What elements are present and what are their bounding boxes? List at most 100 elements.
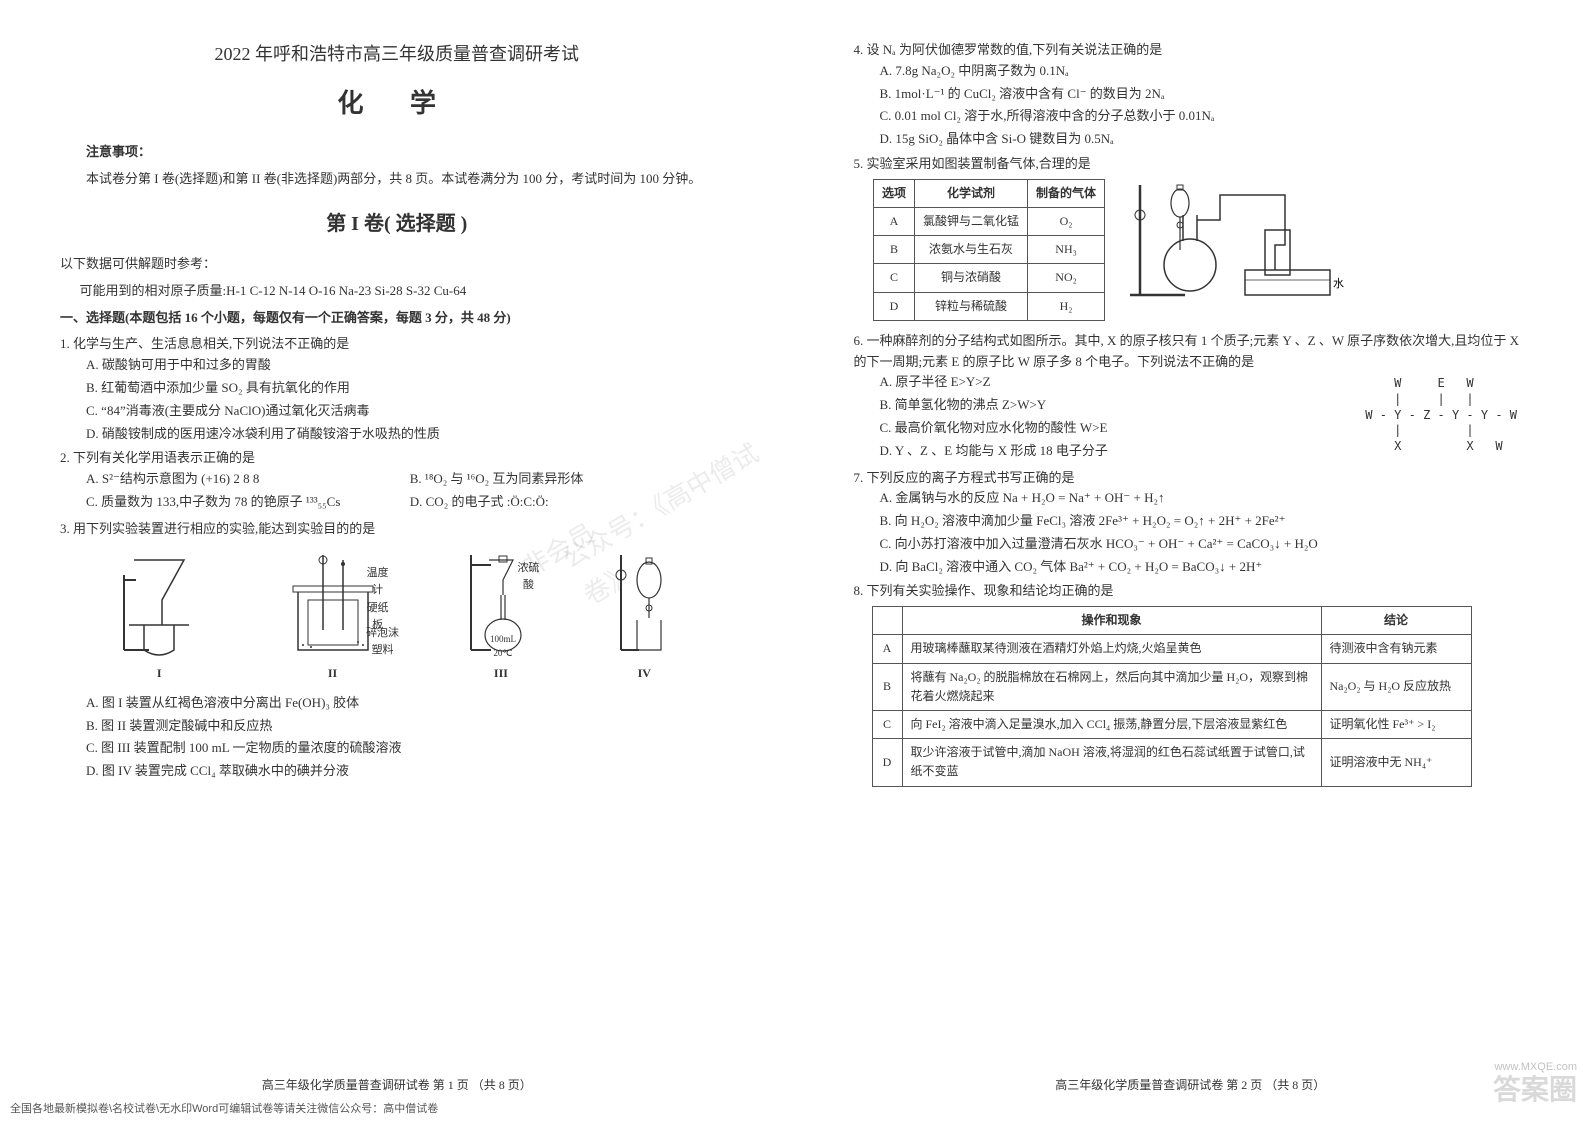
question-4: 4. 设 Nₐ 为阿伏伽德罗常数的值,下列有关说法正确的是 A. 7.8g Na… xyxy=(854,40,1528,150)
q5-r3c0: D xyxy=(874,292,915,320)
watermark-corner: 答案圈 xyxy=(1493,1068,1577,1113)
gas-generator-icon: 水 xyxy=(1125,175,1345,305)
q8-r3c0: D xyxy=(872,739,902,786)
apparatus-3: 浓硫酸 100mL 20℃ III xyxy=(461,550,541,683)
q5-r0c0: A xyxy=(874,207,915,235)
q8-th-0 xyxy=(872,607,902,635)
q5-r2c0: C xyxy=(874,264,915,292)
q8-r3c1: 取少许溶液于试管中,滴加 NaOH 溶液,将湿润的红色石蕊试纸置于试管口,试纸不… xyxy=(902,739,1321,786)
q3-opt-a: A. 图 I 装置从红褐色溶液中分离出 Fe(OH)₃ 胶体 xyxy=(86,693,734,714)
page-1: 2022 年呼和浩特市高三年级质量普查调研考试 化 学 注意事项： 本试卷分第 … xyxy=(0,0,794,1123)
water-label: 水 xyxy=(1333,277,1344,290)
q8-r0c0: A xyxy=(872,635,902,663)
apparatus-2: 温度计 硬纸板 碎泡沫塑料 II xyxy=(273,550,393,683)
q1-opt-a: A. 碳酸钠可用于中和过多的胃酸 xyxy=(86,355,734,376)
q8-r1c0: B xyxy=(872,663,902,710)
exam-title: 2022 年呼和浩特市高三年级质量普查调研考试 xyxy=(60,40,734,69)
apparatus-4: IV xyxy=(609,550,679,683)
q3-opt-d: D. 图 IV 装置完成 CCl₄ 萃取碘水中的碘并分液 xyxy=(86,761,734,782)
funnel-icon xyxy=(114,550,204,660)
q8-r0c1: 用玻璃棒蘸取某待测液在酒精灯外焰上灼烧,火焰呈黄色 xyxy=(902,635,1321,663)
apparatus-3-label: III xyxy=(461,664,541,683)
q4-opt-c: C. 0.01 mol Cl₂ 溶于水,所得溶液中含的分子总数小于 0.01Nₐ xyxy=(880,106,1528,127)
q5-r0c2: O₂ xyxy=(1028,207,1105,235)
question-7: 7. 下列反应的离子方程式书写正确的是 A. 金属钠与水的反应 Na + H₂O… xyxy=(854,468,1528,578)
notice-header: 注意事项： xyxy=(60,142,734,163)
section-1-title: 第 I 卷( 选择题 ) xyxy=(60,208,734,240)
q8-r2c0: C xyxy=(872,711,902,739)
q7-opt-b: B. 向 H₂O₂ 溶液中滴加少量 FeCl₃ 溶液 2Fe³⁺ + H₂O₂ … xyxy=(880,511,1528,532)
q8-r1c1: 将蘸有 Na₂O₂ 的脱脂棉放在石棉网上，然后向其中滴加少量 H₂O，观察到棉花… xyxy=(902,663,1321,710)
q3-diagrams: I 温度计 xyxy=(80,550,714,683)
mcq-instruction: 一、选择题(本题包括 16 个小题，每题仅有一个正确答案，每题 3 分，共 48… xyxy=(60,308,734,329)
q6-stem: 6. 一种麻醉剂的分子结构式如图所示。其中, X 的原子核只有 1 个质子;元素… xyxy=(854,331,1528,373)
q8-r3c2: 证明溶液中无 NH₄⁺ xyxy=(1321,739,1471,786)
thermo-label: 温度计 xyxy=(363,565,393,600)
q5-r1c0: B xyxy=(874,236,915,264)
q5-th-1: 化学试剂 xyxy=(915,179,1028,207)
foam-label: 碎泡沫塑料 xyxy=(363,625,403,660)
q8-r2c2: 证明氧化性 Fe³⁺ > I₂ xyxy=(1321,711,1471,739)
q1-stem: 1. 化学与生产、生活息息相关,下列说法不正确的是 xyxy=(60,334,734,355)
question-1: 1. 化学与生产、生活息息相关,下列说法不正确的是 A. 碳酸钠可用于中和过多的… xyxy=(60,334,734,444)
q8-th-1: 操作和现象 xyxy=(902,607,1321,635)
question-5: 5. 实验室采用如图装置制备气体,合理的是 选项 化学试剂 制备的气体 A氯酸钾… xyxy=(854,154,1528,327)
question-3: 3. 用下列实验装置进行相应的实验,能达到实验目的的是 I xyxy=(60,519,734,782)
q8-stem: 8. 下列有关实验操作、现象和结论均正确的是 xyxy=(854,581,1528,602)
flask-label: 100mL 20℃ xyxy=(483,632,523,661)
apparatus-2-label: II xyxy=(273,664,393,683)
atomic-mass: 可能用到的相对原子质量:H-1 C-12 N-14 O-16 Na-23 Si-… xyxy=(60,281,734,302)
q5-r1c1: 浓氨水与生石灰 xyxy=(915,236,1028,264)
q5-table: 选项 化学试剂 制备的气体 A氯酸钾与二氧化锰O₂ B浓氨水与生石灰NH₃ C铜… xyxy=(873,179,1105,321)
apparatus-1: I xyxy=(114,550,204,683)
q5-r2c1: 铜与浓硝酸 xyxy=(915,264,1028,292)
q2-opt-d: D. CO₂ 的电子式 :Ö:C:Ö: xyxy=(410,492,734,513)
q2-opt-c: C. 质量数为 133,中子数为 78 的铯原子 ¹³³₅₅Cs xyxy=(86,492,410,513)
q5-r1c2: NH₃ xyxy=(1028,236,1105,264)
q8-r0c2: 待测液中含有钠元素 xyxy=(1321,635,1471,663)
q2-stem: 2. 下列有关化学用语表示正确的是 xyxy=(60,448,734,469)
q1-opt-b: B. 红葡萄酒中添加少量 SO₂ 具有抗氧化的作用 xyxy=(86,378,734,399)
q1-opt-d: D. 硝酸铵制成的医用速冷冰袋利用了硝酸铵溶于水吸热的性质 xyxy=(86,424,734,445)
subject-header: 化 学 xyxy=(60,83,734,125)
q5-stem: 5. 实验室采用如图装置制备气体,合理的是 xyxy=(854,154,1528,175)
footer-page-2: 高三年级化学质量普查调研试卷 第 2 页 （共 8 页） xyxy=(794,1076,1587,1095)
q4-opt-d: D. 15g SiO₂ 晶体中含 Si-O 键数目为 0.5Nₐ xyxy=(880,129,1528,150)
q3-opt-c: C. 图 III 装置配制 100 mL 一定物质的量浓度的硫酸溶液 xyxy=(86,738,734,759)
q3-stem: 3. 用下列实验装置进行相应的实验,能达到实验目的的是 xyxy=(60,519,734,540)
q5-r2c2: NO₂ xyxy=(1028,264,1105,292)
q1-opt-c: C. “84”消毒液(主要成分 NaClO)通过氧化灭活病毒 xyxy=(86,401,734,422)
q7-opt-c: C. 向小苏打溶液中加入过量澄清石灰水 HCO₃⁻ + OH⁻ + Ca²⁺ =… xyxy=(880,534,1528,555)
q7-stem: 7. 下列反应的离子方程式书写正确的是 xyxy=(854,468,1528,489)
q5-th-0: 选项 xyxy=(874,179,915,207)
question-8: 8. 下列有关实验操作、现象和结论均正确的是 操作和现象 结论 A用玻璃棒蘸取某… xyxy=(854,581,1528,786)
q4-opt-b: B. 1mol·L⁻¹ 的 CuCl₂ 溶液中含有 Cl⁻ 的数目为 2Nₐ xyxy=(880,84,1528,105)
q8-table: 操作和现象 结论 A用玻璃棒蘸取某待测液在酒精灯外焰上灼烧,火焰呈黄色待测液中含… xyxy=(872,606,1472,786)
question-2: 2. 下列有关化学用语表示正确的是 A. S²⁻结构示意图为 (+16) 2 8… xyxy=(60,448,734,514)
separating-funnel-icon xyxy=(609,550,679,660)
bottom-note: 全国各地最新模拟卷\名校试卷\无水印Word可编辑试卷等请关注微信公众号：高中僧… xyxy=(10,1101,438,1119)
q8-r1c2: Na₂O₂ 与 H₂O 反应放热 xyxy=(1321,663,1471,710)
notice-body: 本试卷分第 I 卷(选择题)和第 II 卷(非选择题)两部分，共 8 页。本试卷… xyxy=(60,169,734,190)
page-2: 4. 设 Nₐ 为阿伏伽德罗常数的值,下列有关说法正确的是 A. 7.8g Na… xyxy=(794,0,1587,1123)
apparatus-1-label: I xyxy=(114,664,204,683)
q7-opt-d: D. 向 BaCl₂ 溶液中通入 CO₂ 气体 Ba²⁺ + CO₂ + H₂O… xyxy=(880,557,1528,578)
q5-r3c2: H₂ xyxy=(1028,292,1105,320)
q2-opt-b: B. ¹⁸O₂ 与 ¹⁶O₂ 互为同素异形体 xyxy=(410,469,734,490)
acid-label: 浓硫酸 xyxy=(516,560,541,595)
q5-th-2: 制备的气体 xyxy=(1028,179,1105,207)
q5-r0c1: 氯酸钾与二氧化锰 xyxy=(915,207,1028,235)
apparatus-4-label: IV xyxy=(609,664,679,683)
q4-stem: 4. 设 Nₐ 为阿伏伽德罗常数的值,下列有关说法正确的是 xyxy=(854,40,1528,61)
question-6: 6. 一种麻醉剂的分子结构式如图所示。其中, X 的原子核只有 1 个质子;元素… xyxy=(854,331,1528,464)
q6-structure: W E W | | | W - Y - Z - Y - Y - W | | X … xyxy=(1365,376,1517,454)
footer-page-1: 高三年级化学质量普查调研试卷 第 1 页 （共 8 页） xyxy=(0,1076,794,1095)
q2-opt-a: A. S²⁻结构示意图为 (+16) 2 8 8 xyxy=(86,469,410,490)
q8-th-2: 结论 xyxy=(1321,607,1471,635)
q4-opt-a: A. 7.8g Na₂O₂ 中阴离子数为 0.1Nₐ xyxy=(880,61,1528,82)
q3-opt-b: B. 图 II 装置测定酸碱中和反应热 xyxy=(86,716,734,737)
ref-intro: 以下数据可供解题时参考： xyxy=(60,254,734,275)
q5-r3c1: 锌粒与稀硫酸 xyxy=(915,292,1028,320)
q7-opt-a: A. 金属钠与水的反应 Na + H₂O = Na⁺ + OH⁻ + H₂↑ xyxy=(880,488,1528,509)
q8-r2c1: 向 FeI₂ 溶液中滴入足量溴水,加入 CCl₄ 振荡,静置分层,下层溶液显紫红… xyxy=(902,711,1321,739)
